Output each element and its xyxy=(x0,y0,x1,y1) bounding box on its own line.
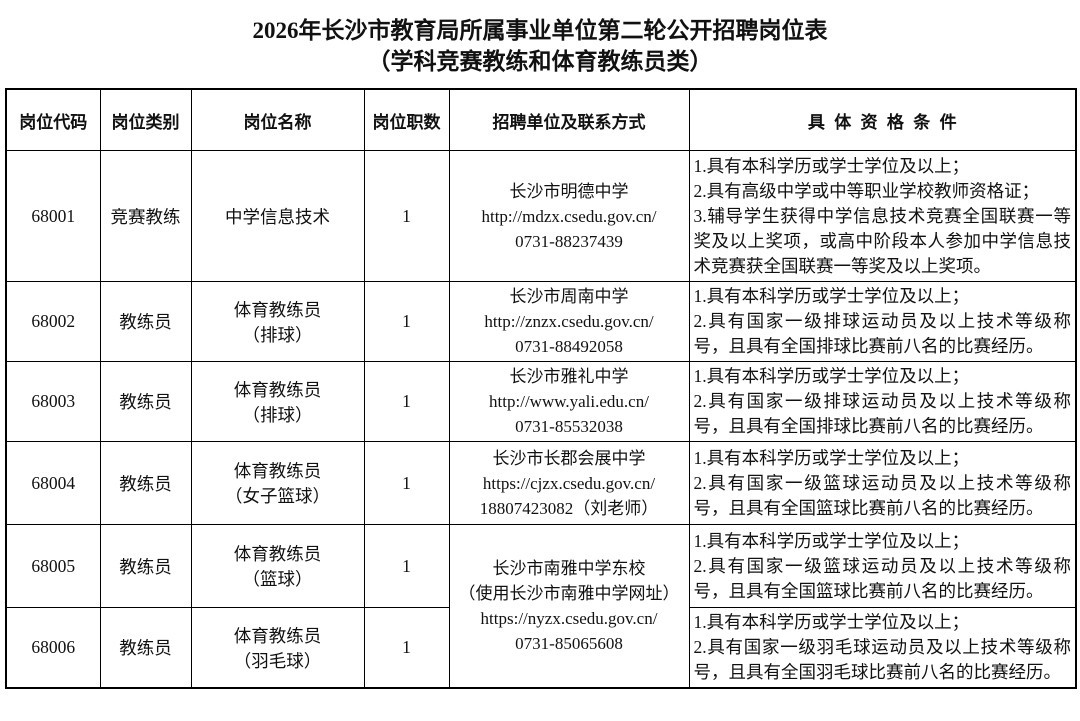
qualification-item: 2.具有国家一级排球运动员及以上技术等级称号，且具有全国排球比赛前八名的比赛经历… xyxy=(693,391,1072,436)
position-category: 教练员 xyxy=(99,607,192,689)
position-count: 1 xyxy=(363,524,450,608)
qualification-requirements: 1.具有本科学历或学士学位及以上； 2.具有国家一级羽毛球运动员及以上技术等级称… xyxy=(688,607,1077,689)
recruiting-unit-url: http://mdzx.csedu.gov.cn/ xyxy=(481,206,657,226)
position-code: 68001 xyxy=(5,150,101,282)
position-category: 教练员 xyxy=(99,441,192,525)
qualification-item: 2.具有国家一级羽毛球运动员及以上技术等级称号，且具有全国羽毛球比赛前八名的比赛… xyxy=(693,637,1072,682)
qualification-requirements: 1.具有本科学历或学士学位及以上； 2.具有国家一级篮球运动员及以上技术等级称号… xyxy=(688,524,1077,608)
recruiting-unit-phone: 0731-85532038 xyxy=(515,417,623,436)
qualification-item: 2.具有国家一级篮球运动员及以上技术等级称号，且具有全国篮球比赛前八名的比赛经历… xyxy=(693,472,1072,518)
recruiting-unit-contact: 长沙市雅礼中学 http://www.yali.edu.cn/ 0731-855… xyxy=(448,361,690,442)
position-row-68001: 68001 竞赛教练 中学信息技术 1 长沙市明德中学 http://mdzx.… xyxy=(5,150,1077,282)
qualification-item: 1.具有本科学历或学士学位及以上； xyxy=(693,447,970,468)
header-position-code: 岗位代码 xyxy=(5,88,101,151)
header-recruiting-unit: 招聘单位及联系方式 xyxy=(448,88,690,151)
header-qualifications: 具体资格条件 xyxy=(688,88,1077,151)
recruiting-unit-url: https://nyzx.csedu.gov.cn/ xyxy=(480,609,658,628)
qualification-item: 2.具有国家一级篮球运动员及以上技术等级称号，且具有全国篮球比赛前八名的比赛经历… xyxy=(693,555,1072,601)
qualification-requirements: 1.具有本科学历或学士学位及以上； 2.具有国家一级排球运动员及以上技术等级称号… xyxy=(688,281,1077,362)
qualification-item: 1.具有本科学历或学士学位及以上； xyxy=(693,155,970,176)
position-row-68003: 68003 教练员 体育教练员 （排球） 1 长沙市雅礼中学 http://ww… xyxy=(5,361,1077,442)
qualification-item: 1.具有本科学历或学士学位及以上； xyxy=(693,286,970,306)
qualification-requirements: 1.具有本科学历或学士学位及以上； 2.具有国家一级篮球运动员及以上技术等级称号… xyxy=(688,441,1077,525)
qualification-item: 2.具有高级中学或中等职业学校教师资格证； xyxy=(693,180,1040,201)
recruiting-unit-contact-merged: 长沙市南雅中学东校 （使用长沙市南雅中学网址） https://nyzx.cse… xyxy=(448,524,690,689)
position-name-line: （女子篮球） xyxy=(225,486,330,506)
position-count: 1 xyxy=(363,607,450,689)
recruiting-unit-phone: 0731-88492058 xyxy=(515,337,623,356)
position-code: 68003 xyxy=(5,361,101,442)
recruiting-unit-name: 长沙市明德中学 xyxy=(509,181,629,201)
position-name: 中学信息技术 xyxy=(190,150,365,282)
recruiting-unit-contact: 长沙市明德中学 http://mdzx.csedu.gov.cn/ 0731-8… xyxy=(448,150,690,282)
position-count: 1 xyxy=(363,441,450,525)
position-name-line: （排球） xyxy=(242,324,313,345)
position-row-68006: 68006 教练员 体育教练员 （羽毛球） 1 1.具有本科学历或学士学位及以上… xyxy=(5,607,1077,689)
positions-table: 岗位代码 岗位类别 岗位名称 岗位职数 招聘单位及联系方式 具体资格条件 680… xyxy=(5,88,1077,689)
qualification-item: 1.具有本科学历或学士学位及以上； xyxy=(693,612,970,632)
recruiting-unit-name: 长沙市周南中学 xyxy=(509,287,629,306)
qualification-item: 2.具有国家一级排球运动员及以上技术等级称号，且具有全国排球比赛前八名的比赛经历… xyxy=(693,311,1072,356)
qualification-requirements: 1.具有本科学历或学士学位及以上； 2.具有国家一级排球运动员及以上技术等级称号… xyxy=(688,361,1077,442)
position-row-68002: 68002 教练员 体育教练员 （排球） 1 长沙市周南中学 http://zn… xyxy=(5,281,1077,362)
header-position-name: 岗位名称 xyxy=(190,88,365,151)
position-name: 体育教练员 （篮球） xyxy=(190,524,365,608)
position-row-68004: 68004 教练员 体育教练员 （女子篮球） 1 长沙市长郡会展中学 https… xyxy=(5,441,1077,525)
position-count: 1 xyxy=(363,361,450,442)
position-name-line: （篮球） xyxy=(242,569,313,589)
position-category: 教练员 xyxy=(99,361,192,442)
recruiting-unit-url: http://www.yali.edu.cn/ xyxy=(489,392,649,411)
document-title-block: 2026年长沙市教育局所属事业单位第二轮公开招聘岗位表 （学科竞赛教练和体育教练… xyxy=(0,15,1080,77)
qualification-item: 1.具有本科学历或学士学位及以上； xyxy=(693,366,970,386)
position-count: 1 xyxy=(363,150,450,282)
recruiting-unit-contact: 长沙市周南中学 http://znzx.csedu.gov.cn/ 0731-8… xyxy=(448,281,690,362)
recruiting-unit-phone: 18807423082（刘老师） xyxy=(479,498,659,518)
recruiting-unit-url: https://cjzx.csedu.gov.cn/ xyxy=(482,473,656,493)
position-name-line: 体育教练员 xyxy=(233,544,322,564)
position-row-68005: 68005 教练员 体育教练员 （篮球） 1 长沙市南雅中学东校 （使用长沙市南… xyxy=(5,524,1077,689)
page-title: 2026年长沙市教育局所属事业单位第二轮公开招聘岗位表 xyxy=(252,18,828,43)
qualification-item: 1.具有本科学历或学士学位及以上； xyxy=(693,530,970,551)
position-name-line: （羽毛球） xyxy=(233,650,322,671)
position-code: 68002 xyxy=(5,281,101,362)
recruiting-unit-phone: 0731-85065608 xyxy=(515,634,623,653)
page-subtitle: （学科竞赛教练和体育教练员类） xyxy=(367,49,713,74)
recruiting-unit-contact: 长沙市长郡会展中学 https://cjzx.csedu.gov.cn/ 188… xyxy=(448,441,690,525)
position-code: 68004 xyxy=(5,441,101,525)
position-name-line: （排球） xyxy=(242,404,313,425)
header-position-count: 岗位职数 xyxy=(363,88,450,151)
position-name: 体育教练员 （排球） xyxy=(190,361,365,442)
qualification-item: 3.辅导学生获得中学信息技术竞赛全国联赛一等奖及以上奖项，或高中阶段本人参加中学… xyxy=(693,205,1072,276)
position-category: 竞赛教练 xyxy=(99,150,192,282)
header-position-category: 岗位类别 xyxy=(99,88,192,151)
position-name-line: 体育教练员 xyxy=(233,461,322,481)
position-category: 教练员 xyxy=(99,281,192,362)
position-category: 教练员 xyxy=(99,524,192,608)
position-code: 68006 xyxy=(5,607,101,689)
position-name-line: 体育教练员 xyxy=(233,299,322,320)
position-name: 体育教练员 （排球） xyxy=(190,281,365,362)
recruiting-unit-name: 长沙市南雅中学东校 xyxy=(492,559,646,578)
qualification-requirements: 1.具有本科学历或学士学位及以上； 2.具有高级中学或中等职业学校教师资格证； … xyxy=(688,150,1077,282)
recruiting-unit-phone: 0731-88237439 xyxy=(515,231,623,251)
position-name-line: 体育教练员 xyxy=(233,379,322,400)
position-name-line: 中学信息技术 xyxy=(225,206,330,227)
recruiting-unit-note: （使用长沙市南雅中学网址） xyxy=(458,584,680,603)
recruiting-unit-name: 长沙市雅礼中学 xyxy=(509,367,629,386)
position-name: 体育教练员 （羽毛球） xyxy=(190,607,365,689)
recruiting-unit-name: 长沙市长郡会展中学 xyxy=(492,448,646,468)
table-header-row: 岗位代码 岗位类别 岗位名称 岗位职数 招聘单位及联系方式 具体资格条件 xyxy=(5,88,1077,151)
position-name: 体育教练员 （女子篮球） xyxy=(190,441,365,525)
recruiting-unit-url: http://znzx.csedu.gov.cn/ xyxy=(484,312,654,331)
position-name-line: 体育教练员 xyxy=(233,625,322,646)
position-count: 1 xyxy=(363,281,450,362)
position-code: 68005 xyxy=(5,524,101,608)
